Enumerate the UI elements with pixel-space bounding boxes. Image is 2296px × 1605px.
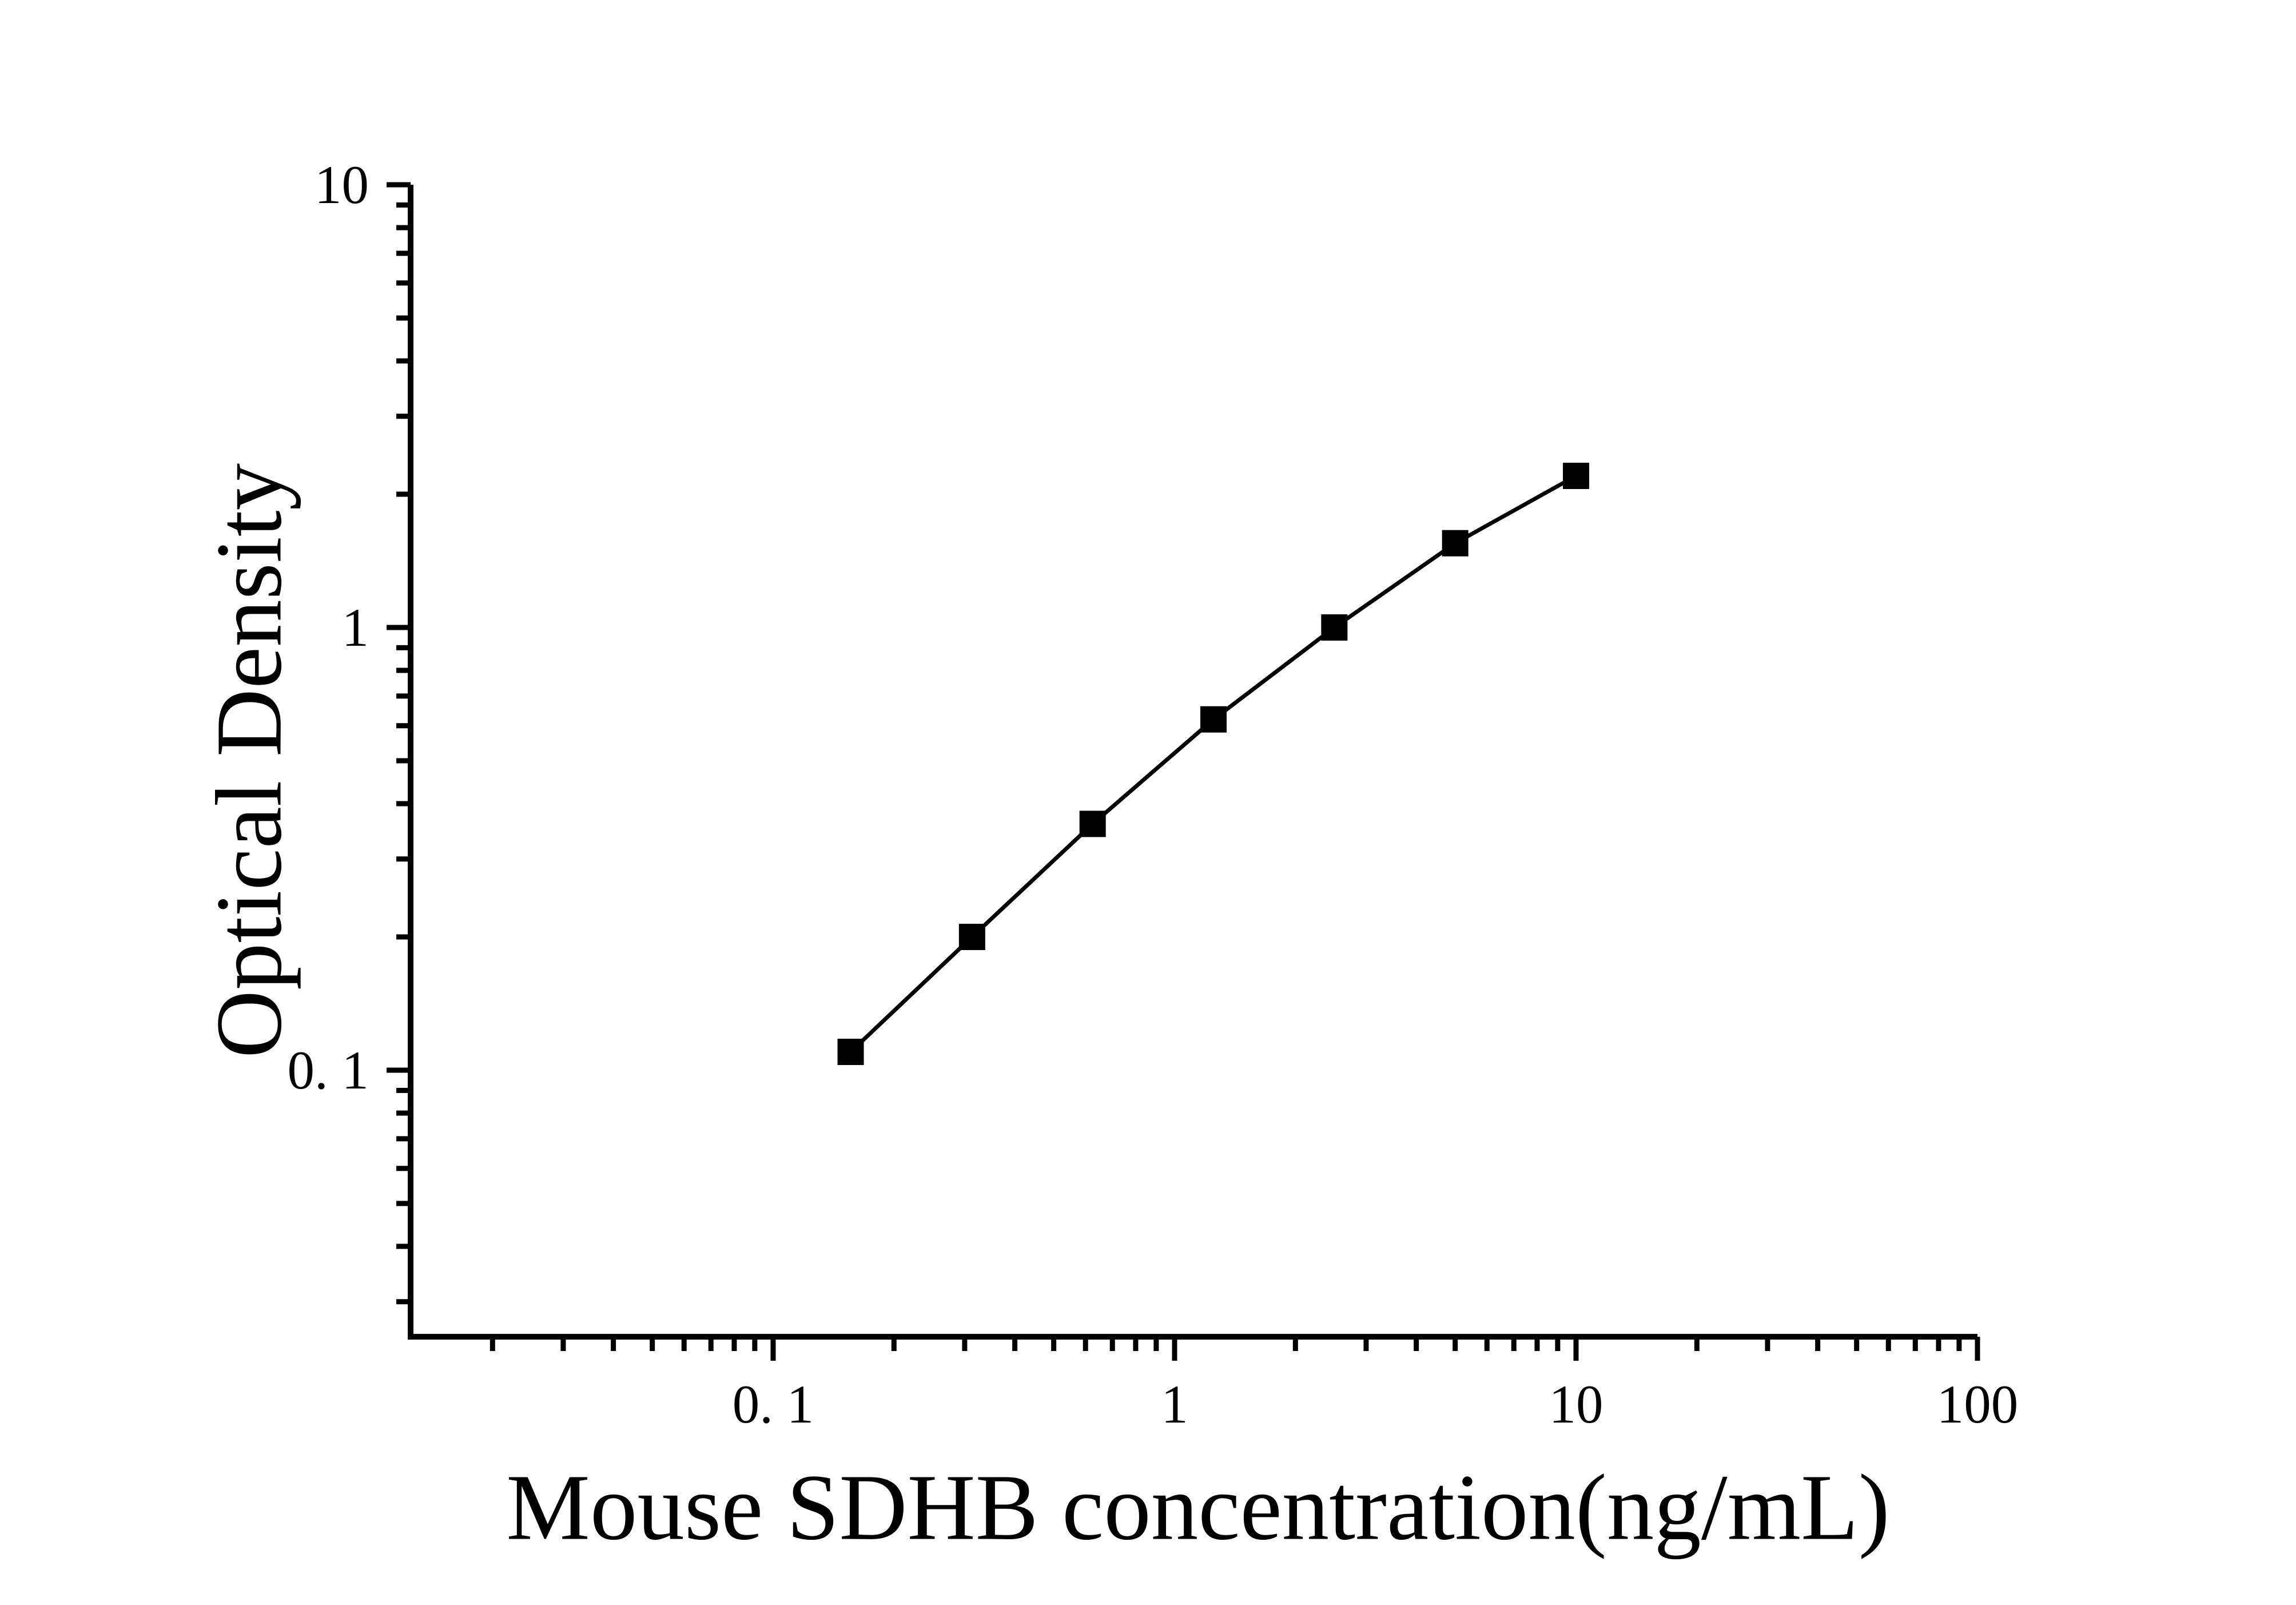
y-tick-label: 0. 1	[288, 1040, 369, 1101]
x-tick-label: 1	[1161, 1374, 1188, 1435]
axis-spine	[408, 185, 1977, 1340]
data-point-marker	[837, 1038, 864, 1065]
y-axis-tick-labels: 10 1 0. 1	[288, 154, 369, 1101]
x-tick-label: 10	[1549, 1374, 1603, 1435]
data-point-marker	[1442, 530, 1469, 557]
y-axis-title: Optical Density	[197, 463, 301, 1058]
data-point-marker	[1321, 614, 1348, 641]
data-point-markers	[837, 462, 1589, 1065]
y-tick-label: 1	[342, 597, 369, 658]
standard-curve-line	[849, 474, 1577, 1054]
x-tick-label: 100	[1937, 1374, 2019, 1435]
x-axis-tick-labels: 0. 1 1 10 100	[733, 1374, 2019, 1435]
x-axis-minor-ticks	[490, 1337, 1962, 1351]
data-point-marker	[1200, 706, 1227, 733]
y-axis-minor-ticks	[396, 202, 411, 1305]
x-tick-label: 0. 1	[733, 1374, 814, 1435]
x-axis-major-ticks	[770, 1337, 1980, 1361]
data-point-marker	[958, 924, 985, 951]
data-point-marker	[1079, 811, 1106, 837]
data-point-marker	[1562, 462, 1589, 489]
y-axis-major-ticks	[387, 182, 411, 1073]
y-tick-label: 10	[315, 154, 369, 215]
x-axis-title: Mouse SDHB concentration(ng/mL)	[506, 1455, 1890, 1560]
